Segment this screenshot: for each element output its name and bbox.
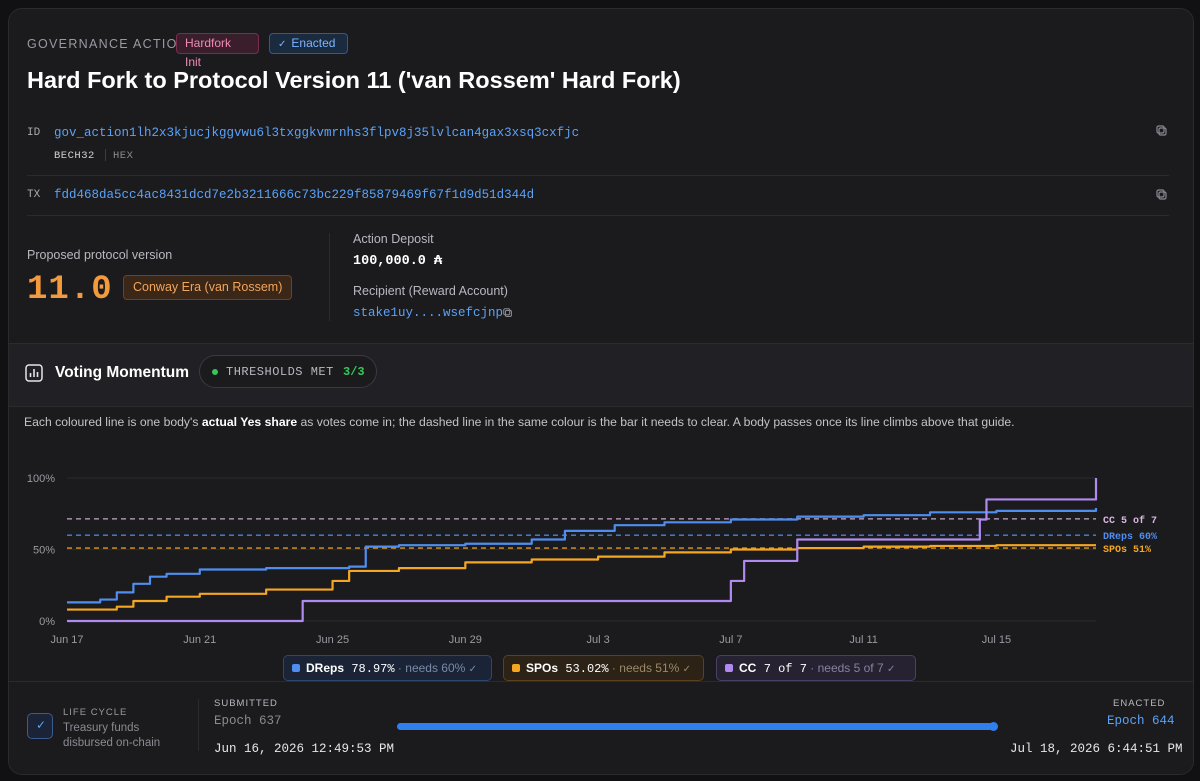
series-line-dreps bbox=[67, 508, 1098, 604]
id-label: ID bbox=[27, 127, 41, 139]
voting-title: Voting Momentum bbox=[55, 364, 190, 381]
check-icon: ✓ bbox=[468, 664, 478, 675]
enacted-label: ENACTED bbox=[1113, 698, 1166, 709]
copy-tx-icon[interactable] bbox=[1155, 188, 1169, 202]
desc-post: as votes come in; the dashed line in the… bbox=[297, 415, 1015, 429]
legend-name: DReps bbox=[306, 661, 345, 675]
thresholds-label: THRESHOLDS MET bbox=[226, 365, 334, 379]
legend-needs: needs 5 of 7 bbox=[817, 661, 884, 675]
y-tick-label: 0% bbox=[39, 616, 55, 628]
dreps-swatch bbox=[292, 664, 300, 672]
check-icon: ✓ bbox=[887, 664, 896, 675]
format-tab-bech32[interactable]: BECH32 bbox=[54, 150, 95, 162]
divider bbox=[27, 215, 1169, 216]
chart-description: Each coloured line is one body's actual … bbox=[24, 415, 1015, 429]
threshold-label: CC 5 of 7 bbox=[1103, 515, 1157, 527]
vertical-divider bbox=[198, 699, 199, 751]
protocol-label: Proposed protocol version bbox=[27, 248, 173, 262]
legend-value: 78.97% bbox=[351, 662, 395, 676]
lifecycle-label: LIFE CYCLE bbox=[63, 707, 128, 718]
deposit-label: Action Deposit bbox=[353, 232, 434, 246]
desc-pre: Each coloured line is one body's bbox=[24, 415, 202, 429]
x-tick-label: Jul 3 bbox=[586, 634, 609, 646]
check-icon: ✓ bbox=[682, 664, 692, 675]
desc-bold: actual Yes share bbox=[201, 415, 298, 429]
thresholds-value: 3/3 bbox=[343, 365, 365, 379]
threshold-label: DReps 60% bbox=[1103, 532, 1157, 543]
legend-dreps[interactable]: DReps 78.97% · needs 60% ✓ bbox=[283, 655, 492, 681]
legend-value: 7 of 7 bbox=[763, 662, 807, 676]
eyebrow-label: GOVERNANCE ACTION bbox=[27, 37, 189, 51]
tx-label: TX bbox=[27, 189, 41, 201]
copy-recipient-icon[interactable] bbox=[502, 306, 514, 318]
lifecycle-desc: Treasury funds disbursed on-chain bbox=[63, 722, 161, 749]
legend-name: SPOs bbox=[526, 661, 559, 675]
x-tick-label: Jul 11 bbox=[849, 634, 878, 646]
chart-icon bbox=[25, 364, 43, 387]
tx-hash-link[interactable]: fdd468da5cc4ac8431dcd7e2b3211666c73bc229… bbox=[54, 188, 535, 202]
x-tick-label: Jul 15 bbox=[982, 634, 1011, 646]
enacted-date: Jul 18, 2026 6:44:51 PM bbox=[1010, 742, 1183, 756]
divider bbox=[27, 175, 1169, 176]
era-badge: Conway Era (van Rossem) bbox=[123, 275, 293, 300]
x-tick-label: Jun 17 bbox=[50, 634, 83, 646]
spos-swatch bbox=[512, 664, 520, 672]
governance-action-card: GOVERNANCE ACTION Hardfork Init ✓ Enacted… bbox=[8, 8, 1194, 775]
thresholds-pill: THRESHOLDS MET 3/3 bbox=[199, 355, 377, 388]
x-tick-label: Jun 25 bbox=[316, 634, 349, 646]
submitted-epoch: Epoch 637 bbox=[214, 714, 282, 728]
tab-separator bbox=[105, 149, 106, 161]
progress-end-dot bbox=[989, 722, 998, 731]
recipient-link[interactable]: stake1uy....wsefcjnp bbox=[353, 306, 504, 320]
legend-spos[interactable]: SPOs 53.02% · needs 51% ✓ bbox=[503, 655, 704, 681]
vertical-divider bbox=[329, 233, 330, 321]
submitted-date: Jun 16, 2026 12:49:53 PM bbox=[214, 742, 395, 756]
type-badge: Hardfork Init bbox=[176, 33, 259, 69]
lifecycle-progress-fill bbox=[397, 723, 993, 730]
deposit-value: 100,000.0 ₳ bbox=[353, 254, 443, 269]
series-line-spos bbox=[67, 544, 1096, 611]
status-badge-label: Enacted bbox=[291, 36, 336, 50]
x-tick-label: Jul 7 bbox=[719, 634, 742, 646]
legend-needs: needs 60% bbox=[405, 661, 466, 675]
copy-id-icon[interactable] bbox=[1155, 124, 1169, 138]
y-tick-label: 100% bbox=[27, 473, 55, 485]
legend-value: 53.02% bbox=[565, 662, 609, 676]
y-tick-label: 50% bbox=[33, 545, 55, 557]
lifecycle-progress-track bbox=[397, 723, 993, 730]
voting-chart: 100% 50% 0% Jun 17 Jun 21 Jun 25 Jun 29 Jul 3 Ju… bbox=[27, 473, 1157, 646]
action-id-link[interactable]: gov_action1lh2x3kjucjkggvwu6l3txggkvmrnh… bbox=[54, 126, 580, 140]
series-line-cc bbox=[67, 478, 1098, 623]
legend-cc[interactable]: CC 7 of 7 · needs 5 of 7 ✓ bbox=[716, 655, 916, 681]
threshold-label: SPOs 51% bbox=[1103, 545, 1151, 556]
x-tick-label: Jun 21 bbox=[183, 634, 216, 646]
recipient-label: Recipient (Reward Account) bbox=[353, 284, 508, 298]
x-tick-label: Jun 29 bbox=[449, 634, 482, 646]
enacted-epoch: Epoch 644 bbox=[1107, 714, 1175, 728]
check-icon: ✓ bbox=[278, 39, 287, 50]
submitted-label: SUBMITTED bbox=[214, 698, 278, 709]
legend-needs: needs 51% bbox=[619, 661, 680, 675]
page-title: Hard Fork to Protocol Version 11 ('van R… bbox=[27, 67, 681, 93]
legend-name: CC bbox=[739, 661, 757, 675]
format-tab-hex[interactable]: HEX bbox=[113, 150, 134, 162]
status-dot-icon bbox=[212, 369, 218, 375]
lifecycle-check-icon: ✓ bbox=[27, 713, 53, 739]
cc-swatch bbox=[725, 664, 733, 672]
status-badge: ✓ Enacted bbox=[269, 33, 348, 54]
protocol-version: 11.0 bbox=[27, 271, 113, 309]
